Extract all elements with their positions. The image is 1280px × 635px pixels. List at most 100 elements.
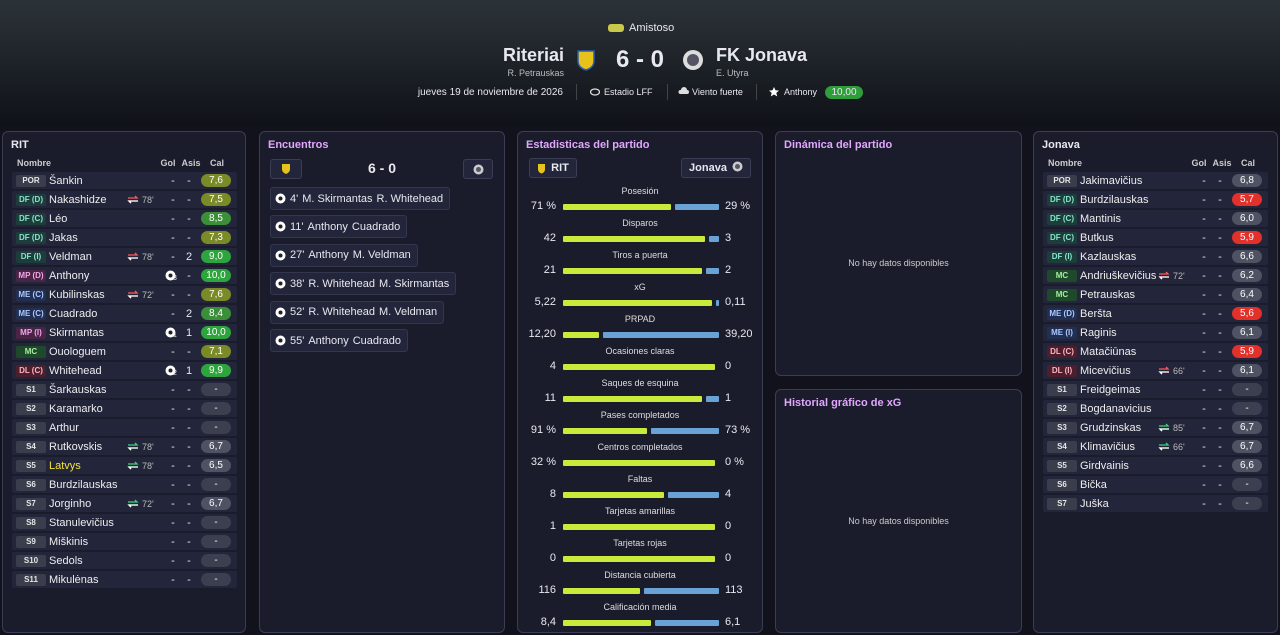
player-row: DF (C) Butkus - -5,9 bbox=[1043, 229, 1268, 246]
position-badge: MC bbox=[1047, 289, 1077, 301]
player-row: DF (D) Jakas - -7,3 bbox=[12, 229, 237, 246]
stat-home-value: 0 bbox=[549, 552, 556, 564]
ball-icon bbox=[275, 307, 286, 318]
empty-message: No hay datos disponibles bbox=[848, 516, 949, 526]
player-row: S10 Sedols - - - bbox=[12, 552, 237, 569]
competition-name: Amistoso bbox=[629, 22, 675, 34]
player-row: S1 Šarkauskas - - - bbox=[12, 381, 237, 398]
player-row: MC Ouologuem - -7,1 bbox=[12, 343, 237, 360]
rating: - bbox=[201, 478, 231, 491]
away-crest bbox=[683, 50, 703, 70]
stat-away-bar bbox=[674, 204, 719, 210]
assists: - bbox=[1218, 422, 1222, 434]
stat-label: Distancia cubierta bbox=[604, 570, 676, 580]
event-minute: 4' bbox=[290, 192, 299, 205]
position-badge: S1 bbox=[16, 384, 46, 396]
stat-away-bar bbox=[668, 492, 719, 498]
player-row: MP (I) Skirmantas 1 1 10,0 bbox=[12, 324, 237, 341]
home-manager: R. Petrauskas bbox=[507, 68, 564, 78]
stat-home-bar bbox=[563, 268, 702, 274]
competition-icon bbox=[608, 24, 624, 32]
stat-away-bar bbox=[715, 300, 719, 306]
away-crest-box bbox=[463, 159, 493, 179]
sub-minute: 72' bbox=[142, 499, 154, 509]
rating: - bbox=[1232, 497, 1262, 510]
position-badge: DF (I) bbox=[16, 251, 46, 263]
position-badge: S11 bbox=[16, 574, 46, 586]
goals: - bbox=[171, 403, 175, 415]
player-row: MC Andriuškevičius 72' - -6,2 bbox=[1043, 267, 1268, 284]
sub-icon-wrap bbox=[1158, 442, 1170, 454]
position-badge: S4 bbox=[1047, 441, 1077, 453]
stat-away-value: 0 bbox=[725, 520, 732, 532]
position-badge: S3 bbox=[1047, 422, 1077, 434]
goals: 3 bbox=[173, 275, 177, 282]
separator bbox=[667, 84, 668, 100]
player-name: Jorginho bbox=[49, 498, 92, 510]
goals: - bbox=[1202, 232, 1206, 244]
goals: - bbox=[1202, 460, 1206, 472]
goals: - bbox=[171, 213, 175, 225]
event-assist: R. Whitehead bbox=[376, 192, 444, 205]
position-badge: DF (C) bbox=[1047, 213, 1077, 225]
sub-icon bbox=[127, 442, 139, 451]
rating: 6,7 bbox=[201, 497, 231, 510]
event-minute: 52' bbox=[290, 306, 305, 319]
player-row: S1 Freidgeimas - - - bbox=[1043, 381, 1268, 398]
player-name: Veldman bbox=[49, 251, 92, 263]
rating: - bbox=[201, 383, 231, 396]
xg-history-panel: Historial gráfico de xG No hay datos dis… bbox=[775, 389, 1022, 633]
assists: - bbox=[187, 517, 191, 529]
goals: - bbox=[1202, 403, 1206, 415]
goals: - bbox=[171, 308, 175, 320]
sub-minute: 72' bbox=[1173, 271, 1185, 281]
sub-minute: 78' bbox=[142, 461, 154, 471]
away-team-box: Jonava bbox=[681, 158, 751, 178]
event-assist: M. Skirmantas bbox=[379, 277, 450, 290]
assists: - bbox=[1218, 479, 1222, 491]
sub-icon bbox=[127, 290, 139, 299]
rating: - bbox=[201, 402, 231, 415]
stat-home-value: 4 bbox=[549, 360, 556, 372]
weather-icon bbox=[678, 87, 689, 94]
stat-label: Pases completados bbox=[600, 410, 680, 420]
stat-home-bar bbox=[563, 204, 671, 210]
stat-home-value: 71 % bbox=[530, 200, 556, 212]
assists: - bbox=[1218, 441, 1222, 453]
goals: 1 bbox=[173, 332, 177, 339]
player-row: MC Petrauskas - -6,4 bbox=[1043, 286, 1268, 303]
player-row: DL (C) Whitehead 2 1 9,9 bbox=[12, 362, 237, 379]
panel-title: Historial gráfico de xG bbox=[784, 397, 902, 409]
rating: - bbox=[201, 535, 231, 548]
goals: - bbox=[1202, 441, 1206, 453]
goals: - bbox=[1202, 213, 1206, 225]
assists: - bbox=[1218, 232, 1222, 244]
stat-away-value: 0 bbox=[725, 360, 732, 372]
stat-label: Disparos bbox=[622, 218, 658, 228]
goal-event: 4' M. Skirmantas R. Whitehead bbox=[270, 187, 451, 210]
stat-home-value: 32 % bbox=[530, 456, 556, 468]
player-name: Matačiūnas bbox=[1080, 346, 1137, 358]
ball-icon bbox=[275, 193, 286, 204]
position-badge: DL (I) bbox=[1047, 365, 1077, 377]
sub-icon bbox=[1158, 423, 1170, 432]
rating: 6,7 bbox=[1232, 440, 1262, 453]
sub-icon bbox=[127, 195, 139, 204]
position-badge: S7 bbox=[1047, 498, 1077, 510]
stat-home-bar bbox=[563, 556, 715, 562]
rating: 10,0 bbox=[201, 326, 231, 339]
away-manager: E. Utyra bbox=[716, 68, 749, 78]
player-name: Jakas bbox=[49, 232, 78, 244]
sub-minute: 72' bbox=[142, 290, 154, 300]
goals: - bbox=[171, 289, 175, 301]
player-of-match: Anthony bbox=[784, 87, 818, 97]
position-badge: DF (D) bbox=[1047, 194, 1077, 206]
ball-icon bbox=[275, 278, 286, 289]
stat-label: Centros completados bbox=[597, 442, 683, 452]
sub-minute: 78' bbox=[142, 442, 154, 452]
events-score: 6 - 0 bbox=[367, 160, 396, 176]
player-name: Juška bbox=[1080, 498, 1109, 510]
rating: 5,6 bbox=[1232, 307, 1262, 320]
rating: 7,6 bbox=[201, 174, 231, 187]
goals: - bbox=[171, 194, 175, 206]
